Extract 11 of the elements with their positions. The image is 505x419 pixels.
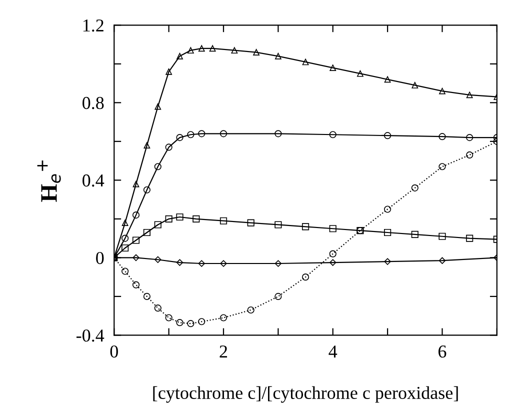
x-tick-label: 6 — [438, 345, 446, 358]
x-tick-label: 0 — [110, 345, 118, 358]
y-tick-label: 0 — [96, 252, 104, 264]
x-tick-label: 2 — [220, 345, 228, 358]
y-tick-label: 0.4 — [82, 174, 104, 187]
x-axis-title: [cytochrome c]/[cytochrome c peroxidase] — [153, 386, 458, 403]
y-tick-label: -0.4 — [76, 329, 104, 342]
y-tick-label: 1.2 — [83, 19, 104, 32]
x-tick-label: 4 — [328, 346, 338, 358]
y-tick-label: 0.8 — [82, 96, 104, 110]
y-axis-title: H$_{e}$$^{+}$ — [37, 160, 61, 202]
